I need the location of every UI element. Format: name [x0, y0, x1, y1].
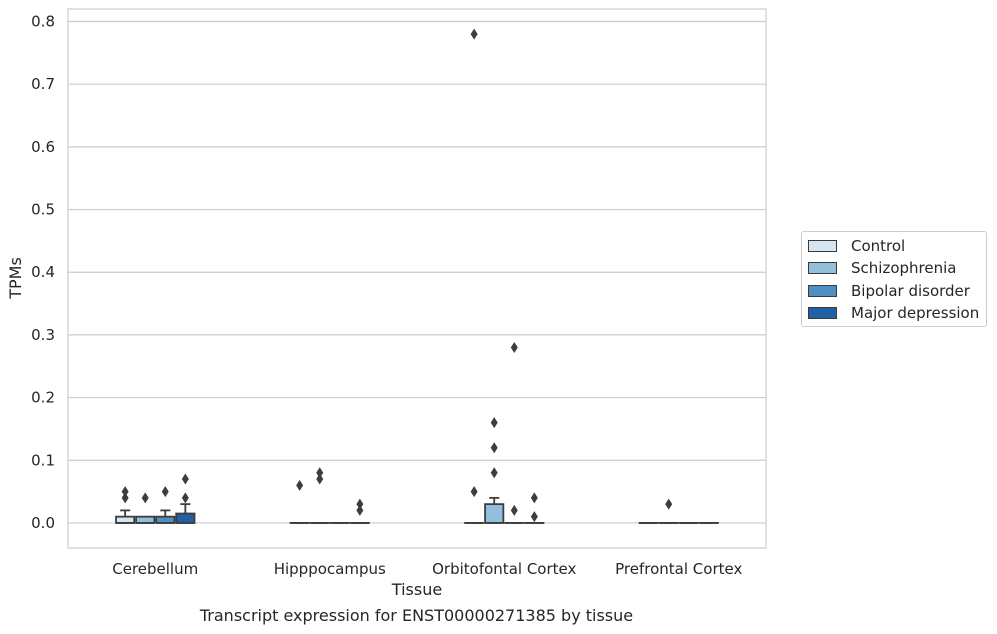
boxes — [115, 28, 719, 524]
y-tick-label: 0.4 — [31, 263, 55, 281]
chart-caption: Transcript expression for ENST0000027138… — [199, 606, 634, 625]
y-tick-label: 0.5 — [31, 201, 55, 219]
outlier-point — [470, 28, 478, 40]
x-tick-labels: Cerebellum Hipppocampus Orbitofontal Corte… — [112, 560, 742, 578]
y-axis-label: TPMs — [6, 257, 25, 300]
x-tick-label: Prefrontal Cortex — [615, 560, 742, 578]
y-tick-label: 0.7 — [31, 75, 55, 93]
outlier-point — [181, 473, 189, 485]
x-tick-label: Hipppocampus — [274, 560, 386, 578]
box-iqr — [175, 512, 196, 524]
box-major-depression — [175, 473, 196, 524]
box-major-depression — [524, 492, 545, 524]
box-iqr — [155, 515, 176, 524]
box-major-depression — [349, 498, 370, 524]
legend-label-control: Control — [851, 237, 906, 255]
y-tick-labels: 0.0 0.1 0.2 0.3 0.4 0.5 0.6 0.7 0.8 — [31, 13, 55, 532]
outlier-point — [530, 511, 538, 523]
y-tick-label: 0.0 — [31, 514, 55, 532]
box-bipolar-disorder — [155, 486, 176, 524]
gridlines — [68, 20, 766, 524]
x-axis-label: Tissue — [391, 580, 442, 599]
legend-item-control: Control — [808, 237, 905, 255]
outlier-point — [141, 492, 149, 504]
legend-label-schizophrenia: Schizophrenia — [851, 259, 957, 277]
legend-swatch-major-depression — [808, 307, 837, 319]
outlier-point — [665, 498, 673, 510]
legend: Control Schizophrenia Bipolar disorder M… — [801, 231, 987, 327]
box-control — [464, 28, 485, 524]
legend-item-bipolar-disorder: Bipolar disorder — [808, 282, 970, 300]
box-iqr — [115, 515, 136, 524]
outlier-point — [490, 442, 498, 454]
legend-swatch-control — [808, 240, 837, 252]
box-schizophrenia — [309, 467, 330, 524]
outlier-point — [510, 504, 518, 516]
box-control — [115, 486, 136, 524]
legend-label-bipolar-disorder: Bipolar disorder — [851, 282, 970, 300]
box-iqr — [135, 515, 156, 524]
outlier-point — [181, 492, 189, 504]
outlier-point — [296, 479, 304, 491]
outlier-point — [121, 492, 129, 504]
plot-frame — [67, 8, 767, 549]
box-schizophrenia — [658, 498, 679, 524]
legend-swatch-bipolar-disorder — [808, 285, 837, 297]
box-schizophrenia — [135, 492, 156, 524]
outlier-point — [356, 504, 364, 516]
outlier-point — [316, 473, 324, 485]
y-tick-label: 0.8 — [31, 13, 55, 31]
outlier-point — [316, 467, 324, 479]
box-iqr — [484, 503, 505, 524]
outlier-point — [510, 341, 518, 353]
y-tick-label: 0.2 — [31, 389, 55, 407]
legend-swatch-schizophrenia — [808, 262, 837, 274]
outlier-point — [530, 492, 538, 504]
outlier-point — [470, 486, 478, 498]
outlier-point — [490, 467, 498, 479]
x-tick-label: Orbitofontal Cortex — [432, 560, 576, 578]
y-tick-label: 0.3 — [31, 326, 55, 344]
outlier-point — [121, 486, 129, 498]
box-bipolar-disorder — [504, 341, 525, 524]
legend-label-major-depression: Major depression — [851, 304, 980, 322]
y-tick-label: 0.6 — [31, 138, 55, 156]
outlier-point — [356, 498, 364, 510]
box-schizophrenia — [484, 417, 505, 524]
outlier-point — [490, 417, 498, 429]
box-control — [289, 479, 310, 524]
legend-item-major-depression: Major depression — [808, 304, 979, 322]
outlier-point — [161, 486, 169, 498]
legend-item-schizophrenia: Schizophrenia — [808, 259, 956, 277]
x-tick-label: Cerebellum — [112, 560, 198, 578]
y-tick-label: 0.1 — [31, 451, 55, 469]
